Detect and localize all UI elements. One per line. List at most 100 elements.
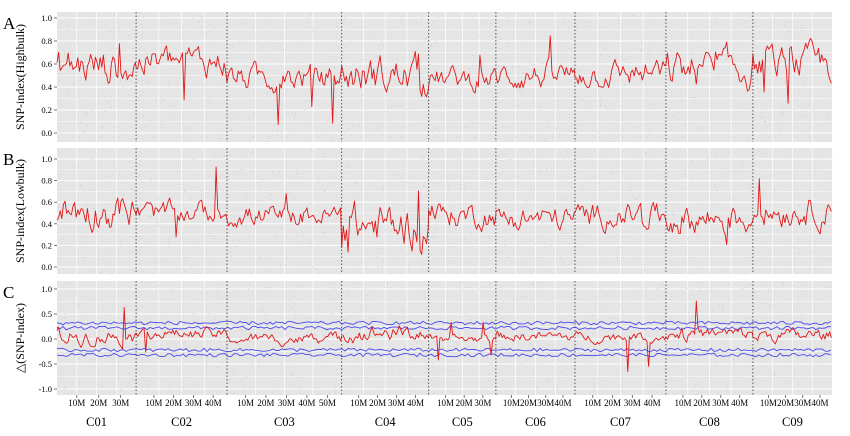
background-speck	[208, 392, 210, 394]
background-speck	[599, 45, 601, 46]
background-speck	[679, 120, 681, 122]
background-speck	[700, 127, 702, 129]
background-speck	[635, 198, 636, 200]
background-speck	[598, 132, 600, 134]
background-speck	[288, 300, 290, 302]
background-speck	[583, 99, 585, 101]
y-tick-label: 0.8	[41, 176, 52, 186]
background-speck	[577, 97, 579, 98]
background-speck	[698, 249, 700, 250]
background-speck	[584, 300, 586, 302]
background-speck	[162, 306, 164, 308]
background-speck	[603, 149, 605, 151]
background-speck	[615, 72, 617, 74]
background-speck	[435, 105, 437, 107]
background-speck	[571, 186, 573, 187]
background-speck	[430, 152, 432, 154]
background-speck	[307, 332, 309, 333]
background-speck	[374, 130, 375, 132]
background-speck	[753, 323, 754, 325]
background-speck	[209, 387, 211, 389]
y-tick-label: 0.4	[41, 219, 52, 229]
background-speck	[772, 304, 773, 306]
background-speck	[101, 134, 103, 136]
background-speck	[596, 337, 597, 339]
background-speck	[566, 368, 568, 370]
chromosome-label: C03	[274, 415, 295, 429]
background-speck	[198, 322, 200, 323]
background-speck	[676, 47, 677, 48]
background-speck	[563, 158, 565, 160]
background-speck	[107, 102, 109, 104]
background-speck	[67, 95, 69, 96]
background-speck	[598, 182, 600, 184]
background-speck	[547, 141, 548, 143]
background-speck	[474, 137, 476, 139]
background-speck	[332, 60, 334, 62]
background-speck	[272, 28, 273, 29]
background-speck	[208, 233, 209, 235]
background-speck	[416, 22, 418, 23]
background-speck	[514, 105, 516, 107]
background-speck	[712, 41, 714, 43]
background-speck	[644, 295, 646, 297]
background-speck	[507, 159, 509, 161]
background-speck	[563, 197, 565, 199]
background-speck	[433, 207, 435, 208]
background-speck	[143, 270, 144, 272]
background-speck	[246, 357, 247, 358]
background-speck	[572, 301, 574, 302]
background-speck	[303, 109, 305, 111]
background-speck	[823, 137, 825, 139]
background-speck	[491, 159, 493, 160]
background-speck	[343, 189, 345, 191]
x-tick-label: 30M	[537, 398, 554, 408]
background-speck	[256, 182, 258, 184]
background-speck	[313, 291, 315, 293]
background-speck	[623, 296, 625, 298]
background-speck	[436, 70, 437, 72]
background-speck	[698, 129, 699, 131]
background-speck	[778, 172, 780, 174]
background-speck	[624, 148, 626, 150]
background-speck	[626, 15, 627, 17]
background-speck	[190, 233, 191, 235]
background-speck	[811, 250, 813, 252]
background-speck	[829, 191, 831, 193]
background-speck	[60, 330, 62, 332]
background-speck	[138, 212, 140, 214]
background-speck	[774, 190, 776, 192]
background-speck	[514, 129, 516, 131]
background-speck	[205, 268, 206, 269]
background-speck	[684, 346, 686, 348]
background-speck	[818, 153, 820, 155]
background-speck	[248, 216, 250, 218]
background-speck	[87, 322, 88, 324]
background-speck	[774, 22, 776, 23]
background-speck	[601, 58, 603, 59]
background-speck	[572, 122, 574, 124]
background-speck	[90, 150, 91, 152]
background-speck	[250, 172, 252, 173]
background-speck	[531, 169, 533, 171]
background-speck	[261, 310, 262, 312]
background-speck	[352, 268, 354, 270]
background-speck	[155, 99, 157, 101]
background-speck	[526, 360, 528, 362]
background-speck	[93, 358, 95, 360]
background-speck	[519, 380, 520, 382]
background-speck	[295, 113, 296, 115]
background-speck	[108, 339, 110, 340]
background-speck	[788, 207, 790, 209]
background-speck	[744, 273, 746, 275]
background-speck	[280, 176, 281, 178]
background-speck	[129, 335, 131, 337]
background-speck	[749, 96, 751, 98]
background-speck	[596, 300, 598, 302]
background-speck	[380, 164, 382, 166]
background-speck	[142, 386, 144, 388]
background-speck	[514, 112, 516, 114]
background-speck	[240, 169, 242, 171]
background-speck	[715, 363, 717, 365]
background-speck	[85, 235, 87, 236]
